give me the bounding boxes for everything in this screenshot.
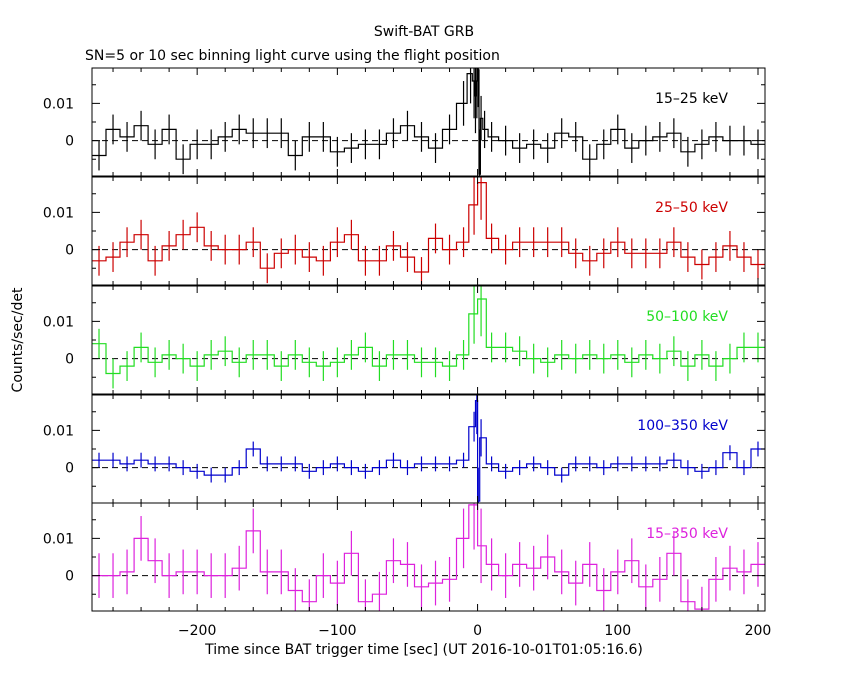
panel-3: 0 0.01 50–100 keV bbox=[43, 285, 766, 395]
band-label: 25–50 keV bbox=[655, 200, 728, 216]
x-tick-label: 0 bbox=[473, 623, 482, 639]
band-label: 50–100 keV bbox=[646, 309, 728, 325]
x-axis-label: Time since BAT trigger time [sec] (UT 20… bbox=[204, 642, 643, 658]
panel-frame bbox=[91, 502, 766, 612]
y-tick-label: 0 bbox=[65, 569, 74, 585]
series-3 bbox=[92, 286, 765, 389]
panel-5: 0 0.01 15–350 keV bbox=[43, 502, 766, 612]
y-tick-label: 0 bbox=[65, 134, 74, 150]
y-axis-label: Counts/sec/det bbox=[10, 287, 26, 392]
panel-frame bbox=[91, 67, 766, 177]
y-tick-label: 0.01 bbox=[43, 423, 74, 439]
x-tick-label: 100 bbox=[604, 623, 631, 639]
series-5 bbox=[92, 503, 765, 611]
panel-frame bbox=[91, 285, 766, 395]
series-step-line bbox=[92, 400, 765, 502]
series-step-line bbox=[92, 69, 765, 175]
series-4 bbox=[92, 395, 765, 503]
panel-4: 0 0.01 100–350 keV bbox=[43, 394, 766, 504]
chart-title: Swift-BAT GRB bbox=[374, 24, 474, 40]
series-1 bbox=[92, 68, 765, 176]
series-2 bbox=[92, 177, 765, 285]
x-tick-label: 200 bbox=[745, 623, 772, 639]
band-label: 15–25 keV bbox=[655, 91, 728, 107]
chart-subtitle: SN=5 or 10 sec binning light curve using… bbox=[85, 48, 500, 64]
series-step-line bbox=[92, 182, 765, 273]
y-tick-label: 0 bbox=[65, 243, 74, 259]
y-tick-label: 0.01 bbox=[43, 314, 74, 330]
y-tick-label: 0.01 bbox=[43, 531, 74, 547]
y-tick-label: 0 bbox=[65, 352, 74, 368]
x-tick-label: −100 bbox=[318, 623, 356, 639]
y-tick-label: 0.01 bbox=[43, 205, 74, 221]
y-tick-label: 0 bbox=[65, 461, 74, 477]
series-step-line bbox=[92, 504, 765, 610]
x-tick-label: −200 bbox=[178, 623, 216, 639]
panel-frame bbox=[91, 394, 766, 504]
band-label: 100–350 keV bbox=[637, 418, 728, 434]
series-step-line bbox=[92, 298, 765, 375]
panels-group: 0 0.01 15–25 keV 0 0.01 25–50 keV 0 0.01 50–100 … bbox=[43, 67, 772, 639]
y-tick-label: 0.01 bbox=[43, 96, 74, 112]
panel-2: 0 0.01 25–50 keV bbox=[43, 176, 766, 286]
band-label: 15–350 keV bbox=[646, 526, 728, 542]
panel-1: 0 0.01 15–25 keV bbox=[43, 67, 766, 177]
